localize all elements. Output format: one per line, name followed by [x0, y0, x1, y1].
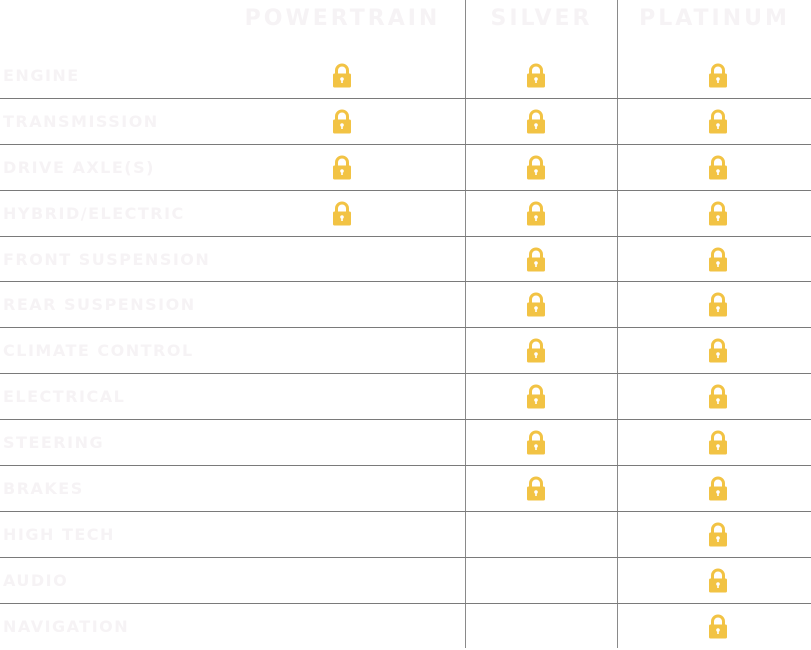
- table-row: DRIVE AXLE(S): [0, 144, 811, 191]
- row-label: AUDIO: [3, 571, 69, 590]
- table-row: CLIMATE CONTROL: [0, 327, 811, 374]
- table-row: REAR SUSPENSION: [0, 281, 811, 328]
- row-label: NAVIGATION: [3, 617, 130, 636]
- lock-icon: [708, 63, 728, 88]
- lock-icon: [526, 292, 546, 317]
- lock-icon: [708, 201, 728, 226]
- table-row: ELECTRICAL: [0, 373, 811, 420]
- lock-icon: [526, 430, 546, 455]
- row-label: BRAKES: [3, 479, 84, 498]
- row-label: REAR SUSPENSION: [3, 295, 196, 314]
- row-label: FRONT SUSPENSION: [3, 250, 211, 269]
- column-divider: [617, 0, 618, 648]
- lock-icon: [526, 155, 546, 180]
- lock-icon: [708, 614, 728, 639]
- table-row: FRONT SUSPENSION: [0, 236, 811, 283]
- lock-icon: [708, 568, 728, 593]
- lock-icon: [708, 476, 728, 501]
- lock-icon: [526, 247, 546, 272]
- lock-icon: [708, 247, 728, 272]
- table-row: HIGH TECH: [0, 511, 811, 558]
- lock-icon: [708, 430, 728, 455]
- lock-icon: [708, 155, 728, 180]
- table-row: STEERING: [0, 419, 811, 466]
- table-row: AUDIO: [0, 557, 811, 604]
- row-label: CLIMATE CONTROL: [3, 341, 194, 360]
- table-row: TRANSMISSION: [0, 98, 811, 145]
- lock-icon: [332, 155, 352, 180]
- table-row: HYBRID/ELECTRIC: [0, 190, 811, 237]
- lock-icon: [708, 109, 728, 134]
- lock-icon: [526, 201, 546, 226]
- column-header-platinum: PLATINUM: [639, 6, 790, 31]
- lock-icon: [332, 63, 352, 88]
- table-row: NAVIGATION: [0, 603, 811, 650]
- lock-icon: [708, 384, 728, 409]
- lock-icon: [332, 109, 352, 134]
- lock-icon: [526, 338, 546, 363]
- row-label: HYBRID/ELECTRIC: [3, 204, 185, 223]
- lock-icon: [708, 292, 728, 317]
- column-header-powertrain: POWERTRAIN: [244, 6, 441, 31]
- lock-icon: [526, 63, 546, 88]
- table-row: ENGINE: [0, 53, 811, 99]
- row-label: DRIVE AXLE(S): [3, 158, 155, 177]
- column-divider: [465, 0, 466, 648]
- lock-icon: [526, 476, 546, 501]
- lock-icon: [526, 384, 546, 409]
- table-row: BRAKES: [0, 465, 811, 512]
- lock-icon: [708, 522, 728, 547]
- column-header-silver: SILVER: [490, 6, 593, 31]
- row-label: HIGH TECH: [3, 525, 115, 544]
- lock-icon: [332, 201, 352, 226]
- lock-icon: [708, 338, 728, 363]
- row-label: ENGINE: [3, 66, 80, 85]
- lock-icon: [526, 109, 546, 134]
- row-label: STEERING: [3, 433, 105, 452]
- row-label: ELECTRICAL: [3, 387, 126, 406]
- row-label: TRANSMISSION: [3, 112, 159, 131]
